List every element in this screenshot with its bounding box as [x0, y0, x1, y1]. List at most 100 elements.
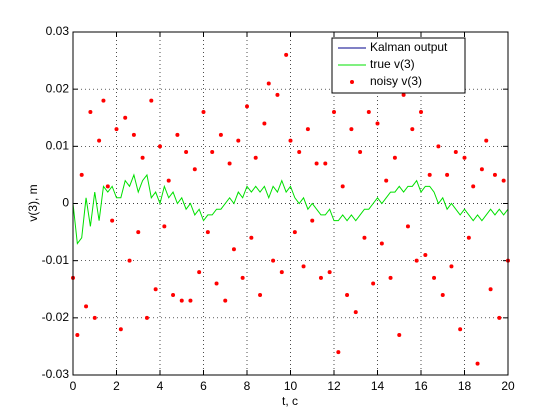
- data-point: [231, 247, 236, 252]
- data-point: [123, 115, 128, 120]
- data-point: [201, 110, 206, 115]
- x-tick-label: 6: [200, 379, 207, 393]
- x-tick-label: 0: [70, 379, 77, 393]
- data-point: [375, 121, 380, 126]
- data-point: [318, 275, 323, 280]
- data-point: [332, 110, 336, 115]
- legend-label: noisy v(3): [370, 74, 422, 88]
- data-point: [92, 315, 97, 320]
- data-point: [188, 298, 193, 303]
- x-tick-label: 2: [113, 379, 120, 393]
- data-point: [97, 138, 102, 143]
- data-point: [414, 258, 419, 263]
- data-point: [271, 258, 276, 263]
- data-point: [427, 172, 432, 177]
- data-point: [162, 224, 167, 229]
- legend-label: Kalman output: [370, 40, 448, 54]
- data-point: [288, 138, 293, 143]
- data-point: [479, 167, 484, 172]
- x-tick-label: 12: [327, 379, 341, 393]
- data-point: [197, 270, 202, 275]
- data-point: [314, 161, 319, 166]
- data-point: [171, 292, 176, 297]
- data-point: [236, 138, 241, 143]
- data-point: [432, 275, 437, 280]
- data-point: [179, 298, 184, 303]
- data-point: [136, 230, 141, 235]
- y-tick-label: -0.02: [42, 310, 70, 324]
- data-point: [419, 110, 423, 115]
- data-point: [397, 332, 402, 337]
- data-point: [284, 52, 289, 57]
- data-point: [131, 132, 136, 137]
- data-point: [488, 287, 493, 292]
- data-point: [266, 81, 271, 86]
- data-point: [471, 184, 476, 189]
- data-point: [279, 270, 284, 275]
- x-tick-label: 14: [371, 379, 385, 393]
- data-point: [175, 132, 180, 137]
- y-tick-label: 0.02: [46, 81, 70, 95]
- data-point: [262, 121, 267, 126]
- data-point: [105, 184, 110, 189]
- data-point: [349, 127, 354, 132]
- data-point: [440, 292, 445, 297]
- x-tick-label: 16: [414, 379, 428, 393]
- data-point: [144, 315, 149, 320]
- data-point: [405, 224, 410, 229]
- data-point: [475, 361, 480, 366]
- axes-box: [72, 31, 509, 376]
- legend-label: true v(3): [370, 57, 415, 71]
- data-point: [88, 110, 93, 115]
- data-point: [275, 92, 280, 97]
- x-tick-label: 4: [157, 379, 164, 393]
- data-point: [192, 167, 197, 172]
- data-point: [218, 132, 223, 137]
- data-point: [166, 178, 171, 183]
- series-line: [72, 173, 509, 245]
- data-point: [501, 178, 506, 183]
- data-point: [401, 92, 406, 97]
- data-point: [305, 127, 310, 132]
- data-point: [184, 150, 189, 155]
- data-point: [310, 218, 315, 223]
- y-tick-label: 0.03: [46, 24, 70, 38]
- data-point: [79, 172, 84, 177]
- data-point: [410, 127, 415, 132]
- y-tick-label: -0.03: [42, 367, 70, 381]
- data-point: [497, 315, 502, 320]
- x-tick-label: 10: [284, 379, 298, 393]
- data-point: [149, 98, 154, 103]
- legend-marker: [350, 80, 354, 84]
- data-point: [75, 332, 80, 337]
- data-point: [371, 281, 376, 286]
- data-point: [449, 264, 454, 269]
- data-point: [453, 150, 458, 155]
- data-point: [458, 327, 463, 332]
- data-point: [297, 150, 302, 155]
- x-tick-label: 8: [244, 379, 251, 393]
- data-point: [340, 184, 345, 189]
- data-point: [240, 275, 245, 280]
- y-axis-label: v(3), m: [26, 184, 40, 221]
- data-point: [110, 218, 115, 223]
- y-tick-label: 0: [62, 196, 69, 210]
- data-point: [249, 235, 254, 240]
- data-point: [323, 161, 328, 166]
- data-point: [362, 235, 367, 240]
- data-point: [253, 155, 258, 160]
- data-point: [353, 310, 358, 315]
- data-point: [258, 292, 263, 297]
- data-point: [292, 230, 297, 235]
- data-point: [227, 161, 232, 166]
- data-point: [327, 270, 332, 275]
- data-point: [158, 144, 162, 149]
- data-point: [388, 275, 393, 280]
- data-point: [153, 287, 158, 292]
- x-axis-label: t, c: [282, 394, 298, 408]
- data-point: [336, 350, 341, 355]
- data-point: [492, 172, 497, 177]
- data-point: [114, 127, 119, 132]
- data-point: [205, 230, 210, 235]
